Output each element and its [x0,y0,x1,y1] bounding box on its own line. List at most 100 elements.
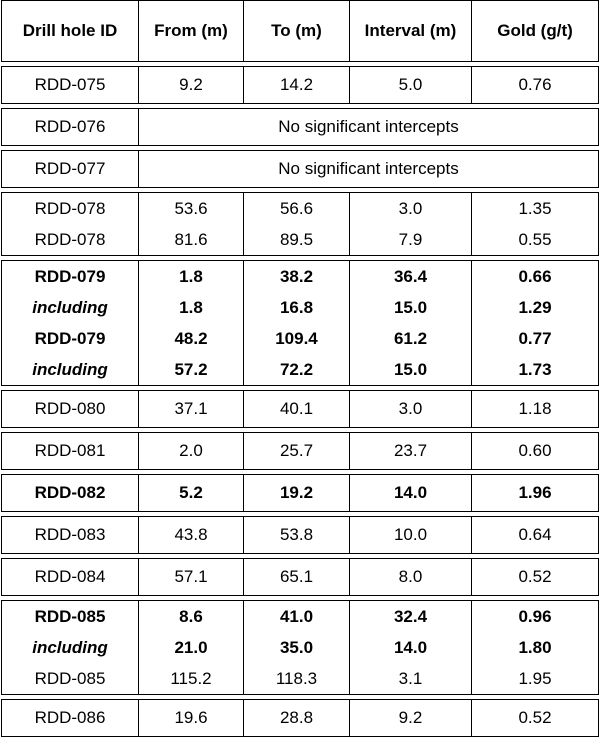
note-cell: No significant intercepts [138,109,598,145]
table-row: RDD-080 37.1 40.1 3.0 1.18 [2,391,598,427]
value-cell: 0.66 [471,261,598,292]
value-cell: 16.8 [243,292,349,323]
value-cell: 109.4 [243,323,349,354]
table-row: RDD-085 8.6 41.0 32.4 0.96 [2,601,598,632]
value-cell: 10.0 [349,517,471,553]
value-cell: 1.35 [471,193,598,224]
row-group: RDD-086 19.6 28.8 9.2 0.52 [1,699,599,737]
table-row: including 21.0 35.0 14.0 1.80 [2,632,598,663]
value-cell: 3.1 [349,663,471,694]
table-row: RDD-076 No significant intercepts [2,109,598,145]
header-row: Drill hole ID From (m) To (m) Interval (m) G… [1,0,599,62]
row-group: RDD-077 No significant intercepts [1,150,599,188]
value-cell: 81.6 [138,224,243,255]
hole-id: RDD-078 [34,229,106,249]
row-group: RDD-080 37.1 40.1 3.0 1.18 [1,390,599,428]
hole-id: RDD-077 [34,159,106,178]
value-cell: 37.1 [138,391,243,427]
value-cell: 15.0 [349,354,471,385]
hole-id: RDD-084 [34,567,106,586]
header-cell: Gold (g/t) [471,1,598,61]
value-cell: 1.29 [471,292,598,323]
header-cell: Drill hole ID [22,21,118,40]
value-cell: 5.2 [138,475,243,511]
value-cell: 35.0 [243,632,349,663]
value-cell: 118.3 [243,663,349,694]
hole-id: RDD-075 [34,75,106,94]
value-cell: 1.8 [138,261,243,292]
value-cell: 41.0 [243,601,349,632]
hole-id: RDD-079 [34,266,106,286]
hole-id: including [32,297,108,317]
value-cell: 14.0 [349,632,471,663]
hole-id: RDD-080 [34,399,106,418]
hole-id: RDD-082 [34,483,106,502]
value-cell: 43.8 [138,517,243,553]
value-cell: 8.0 [349,559,471,595]
value-cell: 15.0 [349,292,471,323]
value-cell: 32.4 [349,601,471,632]
hole-id: including [32,637,108,657]
table-row: RDD-083 43.8 53.8 10.0 0.64 [2,517,598,553]
value-cell: 14.0 [349,475,471,511]
table-row: RDD-077 No significant intercepts [2,151,598,187]
value-cell: 56.6 [243,193,349,224]
value-cell: 1.95 [471,663,598,694]
value-cell: 25.7 [243,433,349,469]
value-cell: 7.9 [349,224,471,255]
table-row: RDD-079 1.8 38.2 36.4 0.66 [2,261,598,292]
value-cell: 1.80 [471,632,598,663]
value-cell: 0.52 [471,559,598,595]
value-cell: 3.0 [349,391,471,427]
table-row: RDD-084 57.1 65.1 8.0 0.52 [2,559,598,595]
value-cell: 28.8 [243,700,349,736]
value-cell: 8.6 [138,601,243,632]
value-cell: 115.2 [138,663,243,694]
table-row: including 1.8 16.8 15.0 1.29 [2,292,598,323]
value-cell: 2.0 [138,433,243,469]
table-row: RDD-075 9.2 14.2 5.0 0.76 [2,67,598,103]
value-cell: 89.5 [243,224,349,255]
header-cell: To (m) [243,1,349,61]
row-group: RDD-081 2.0 25.7 23.7 0.60 [1,432,599,470]
hole-id: RDD-076 [34,117,106,136]
hole-id: RDD-085 [34,606,106,626]
hole-id: RDD-086 [34,708,106,727]
value-cell: 38.2 [243,261,349,292]
value-cell: 9.2 [349,700,471,736]
table-row: RDD-086 19.6 28.8 9.2 0.52 [2,700,598,736]
row-group: RDD-083 43.8 53.8 10.0 0.64 [1,516,599,554]
header-cell: From (m) [138,1,243,61]
note-cell: No significant intercepts [138,151,598,187]
value-cell: 0.55 [471,224,598,255]
row-group: RDD-084 57.1 65.1 8.0 0.52 [1,558,599,596]
row-group: RDD-075 9.2 14.2 5.0 0.76 [1,66,599,104]
value-cell: 21.0 [138,632,243,663]
value-cell: 1.96 [471,475,598,511]
value-cell: 65.1 [243,559,349,595]
value-cell: 57.1 [138,559,243,595]
value-cell: 0.76 [471,67,598,103]
table-row: RDD-085 115.2 118.3 3.1 1.95 [2,663,598,694]
value-cell: 1.18 [471,391,598,427]
value-cell: 0.64 [471,517,598,553]
value-cell: 57.2 [138,354,243,385]
value-cell: 0.77 [471,323,598,354]
value-cell: 1.8 [138,292,243,323]
table-row: RDD-078 53.6 56.6 3.0 1.35 [2,193,598,224]
row-group: RDD-079 1.8 38.2 36.4 0.66 including 1.8 16.8 15… [1,260,599,386]
value-cell: 9.2 [138,67,243,103]
row-group: RDD-085 8.6 41.0 32.4 0.96 including 21.0 35.0 1… [1,600,599,695]
row-group: RDD-076 No significant intercepts [1,108,599,146]
hole-id: RDD-078 [34,198,106,218]
table-row: RDD-078 81.6 89.5 7.9 0.55 [2,224,598,255]
value-cell: 3.0 [349,193,471,224]
value-cell: 40.1 [243,391,349,427]
value-cell: 23.7 [349,433,471,469]
value-cell: 72.2 [243,354,349,385]
value-cell: 0.60 [471,433,598,469]
table-row: including 57.2 72.2 15.0 1.73 [2,354,598,385]
value-cell: 19.2 [243,475,349,511]
